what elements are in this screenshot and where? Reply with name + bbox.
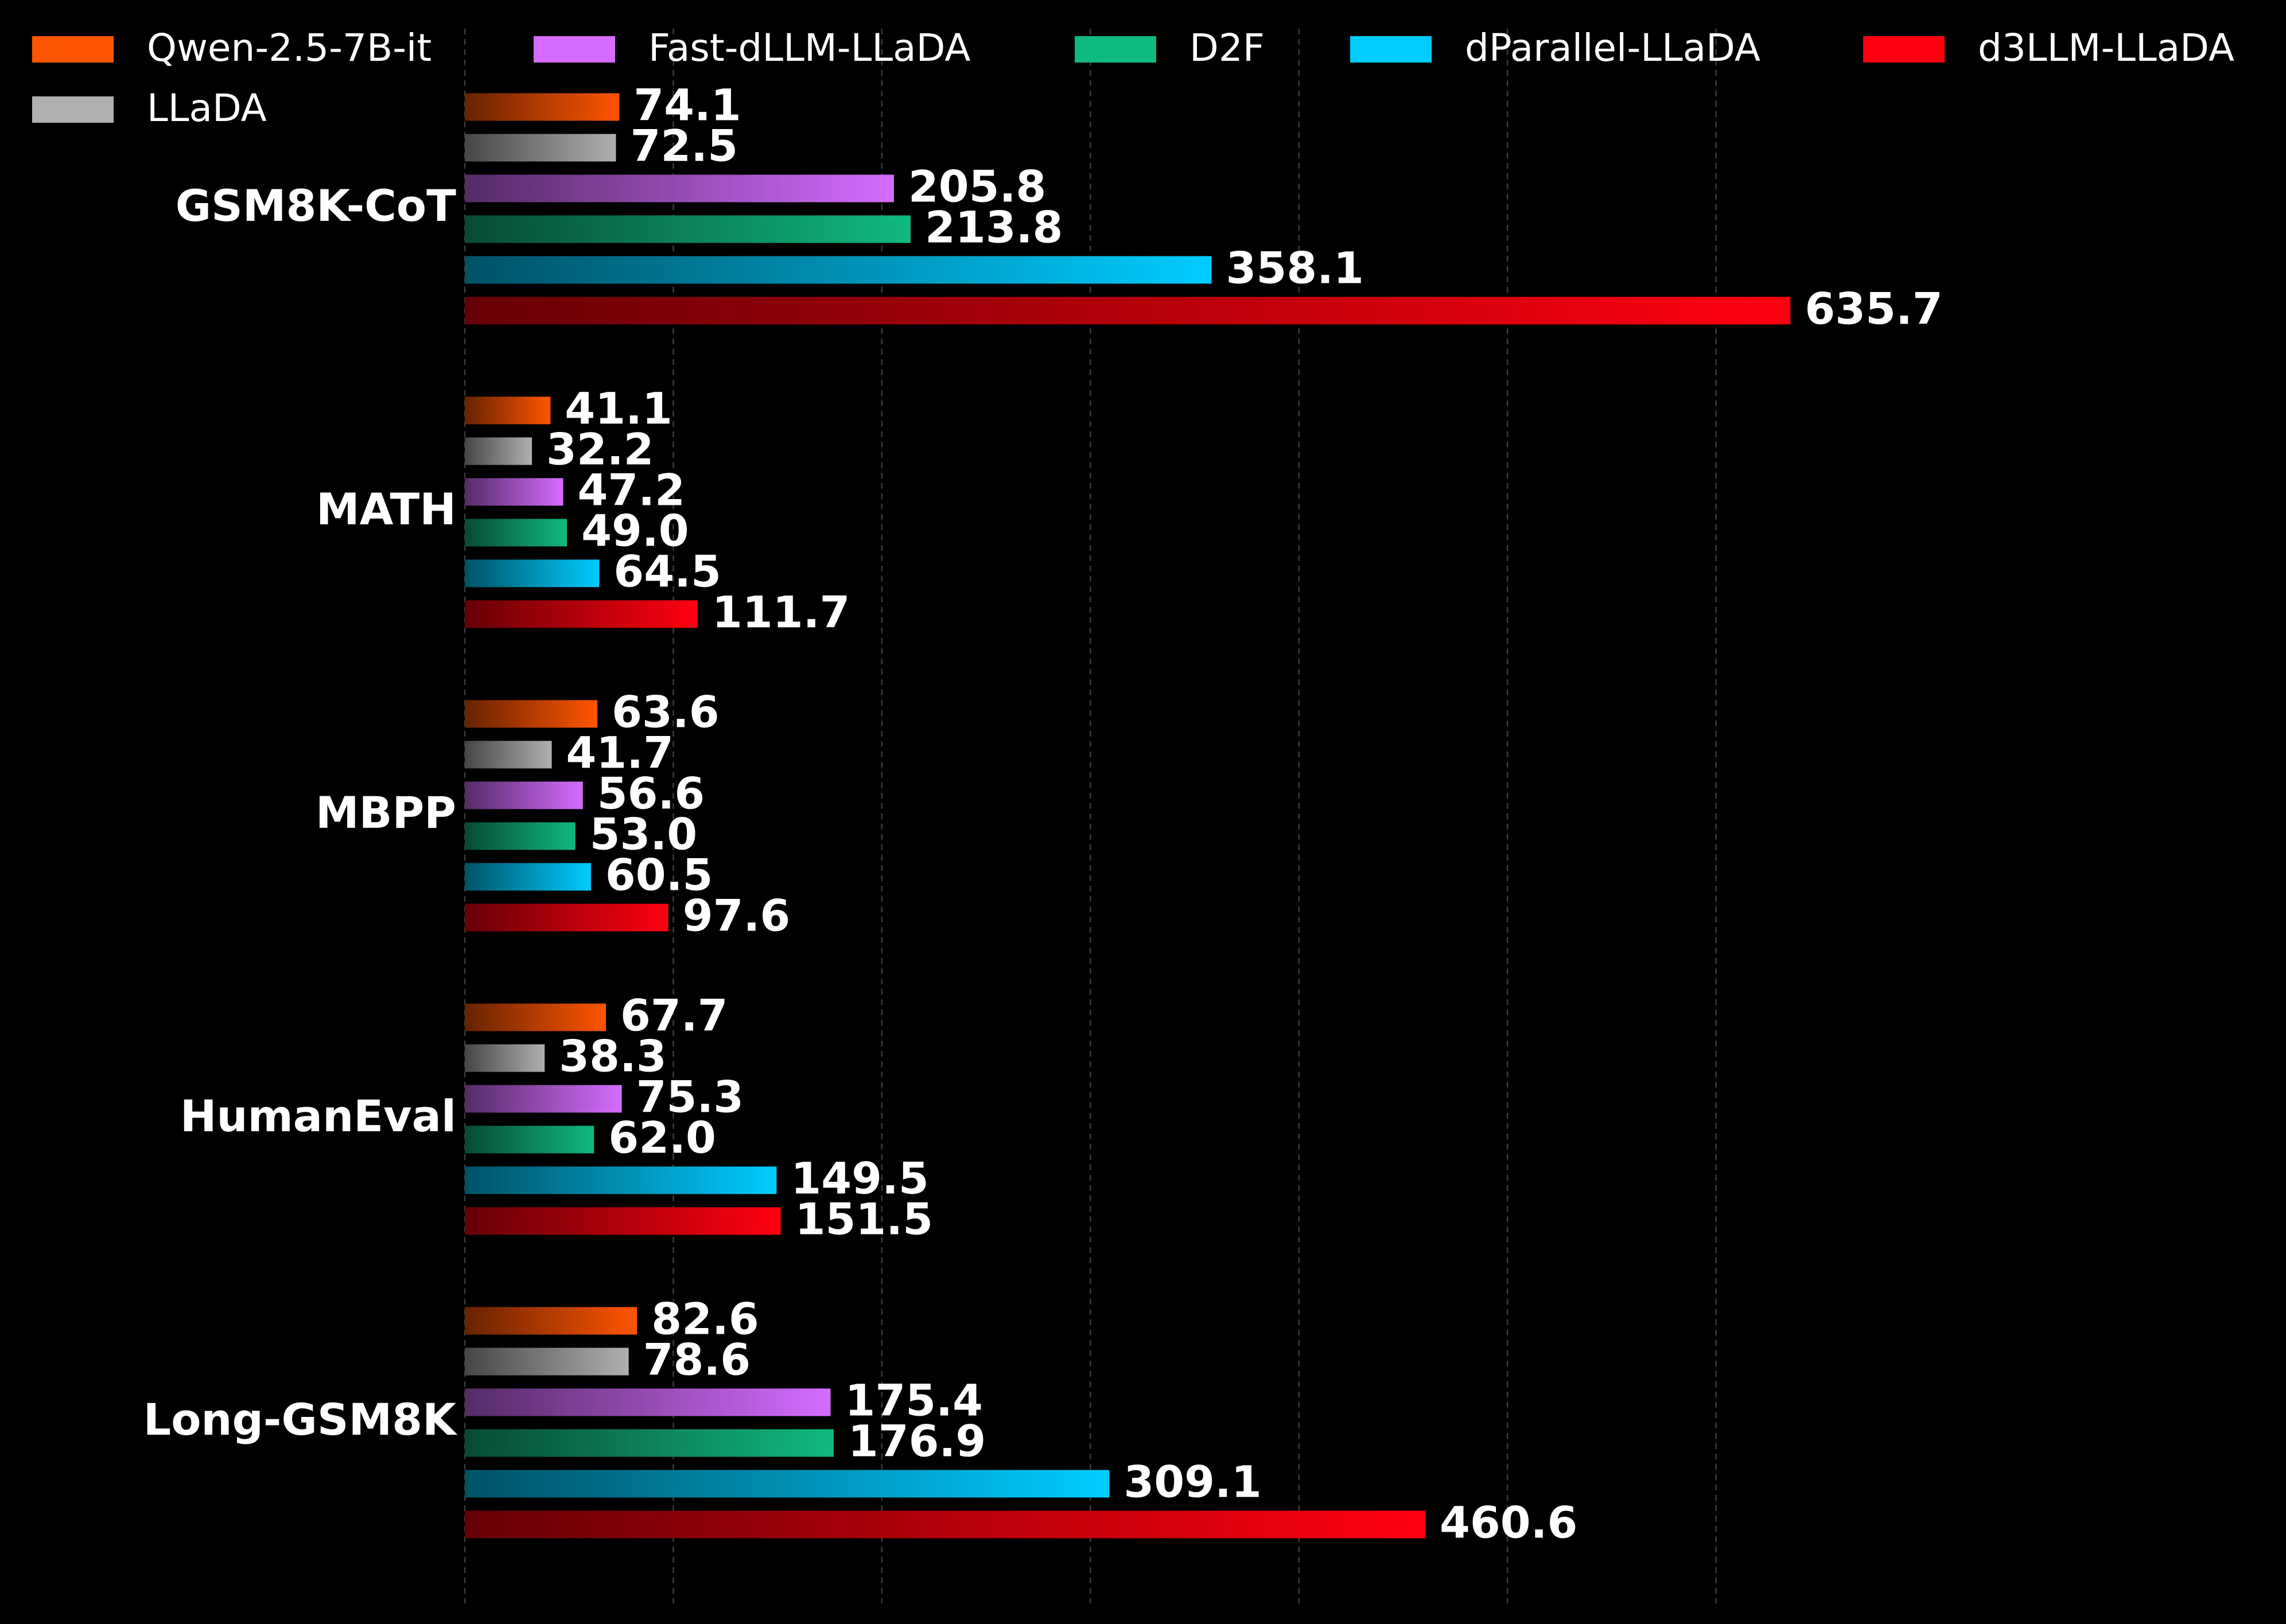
value-label: 97.6 — [683, 890, 791, 941]
bar — [465, 1348, 629, 1376]
legend-swatch — [32, 96, 114, 123]
value-label: 82.6 — [651, 1293, 759, 1344]
category-label: HumanEval — [180, 1091, 456, 1142]
bar — [465, 396, 551, 425]
bar — [465, 134, 616, 162]
category-label: Long-GSM8K — [143, 1394, 458, 1445]
value-label: 358.1 — [1226, 242, 1363, 293]
legend-swatch — [534, 36, 615, 63]
bar — [465, 1510, 1425, 1539]
value-label: 56.6 — [597, 768, 705, 819]
value-label: 205.8 — [908, 161, 1046, 212]
legend-label: Fast-dLLM-LLaDA — [648, 26, 970, 70]
value-label: 32.2 — [546, 423, 654, 474]
bar — [465, 700, 598, 728]
value-label: 460.6 — [1440, 1497, 1577, 1548]
category-label: MBPP — [316, 787, 456, 838]
value-label: 111.7 — [712, 586, 850, 637]
value-label: 67.7 — [620, 990, 728, 1041]
bar — [465, 1003, 607, 1031]
bar — [465, 863, 591, 891]
bar — [465, 93, 620, 121]
bar — [465, 1207, 781, 1235]
bar — [465, 519, 567, 547]
bar — [465, 822, 576, 850]
value-label: 309.1 — [1123, 1456, 1261, 1507]
bar — [465, 559, 600, 587]
legend-label: d3LLM-LLaDA — [1978, 26, 2234, 70]
bar — [465, 215, 911, 243]
bar — [465, 1470, 1110, 1498]
bar — [465, 297, 1791, 325]
legend-label: LLaDA — [147, 86, 267, 130]
value-label: 49.0 — [581, 505, 689, 556]
bar — [465, 437, 532, 465]
bar — [465, 1044, 545, 1072]
bar — [465, 256, 1212, 284]
value-label: 75.3 — [636, 1071, 744, 1122]
value-label: 38.3 — [559, 1030, 667, 1081]
category-label: MATH — [316, 484, 456, 535]
value-label: 72.5 — [630, 120, 738, 171]
value-label: 63.6 — [612, 686, 720, 737]
value-label: 635.7 — [1805, 283, 1942, 334]
bar — [465, 781, 583, 809]
bar — [465, 1166, 777, 1194]
bar — [465, 1085, 622, 1113]
bar — [465, 1429, 834, 1457]
value-label: 47.2 — [578, 464, 686, 515]
category-label: GSM8K-CoT — [176, 180, 456, 231]
value-label: 62.0 — [608, 1112, 716, 1163]
value-label: 175.4 — [845, 1374, 982, 1426]
legend-label: D2F — [1189, 26, 1265, 70]
value-label: 53.0 — [590, 808, 698, 859]
bar — [465, 1307, 637, 1335]
legend-label: Qwen-2.5-7B-it — [147, 26, 431, 70]
bar — [465, 741, 552, 769]
bar — [465, 174, 894, 202]
value-label: 41.1 — [565, 383, 672, 434]
value-label: 60.5 — [605, 849, 713, 900]
legend-swatch — [32, 36, 114, 63]
value-label: 176.9 — [848, 1415, 986, 1466]
value-label: 64.5 — [613, 546, 721, 597]
value-label: 74.1 — [633, 79, 741, 130]
value-label: 213.8 — [925, 201, 1063, 252]
bar — [465, 600, 698, 628]
value-label: 41.7 — [566, 727, 674, 778]
legend-label: dParallel-LLaDA — [1465, 26, 1760, 70]
bar — [465, 1388, 831, 1416]
legend-swatch — [1863, 36, 1945, 63]
bar — [465, 478, 563, 506]
bar — [465, 903, 668, 932]
legend-swatch — [1075, 36, 1156, 63]
value-label: 151.5 — [795, 1193, 933, 1244]
value-label: 149.5 — [791, 1152, 928, 1204]
bar — [465, 1125, 594, 1154]
value-label: 78.6 — [643, 1334, 751, 1385]
legend-swatch — [1350, 36, 1432, 63]
